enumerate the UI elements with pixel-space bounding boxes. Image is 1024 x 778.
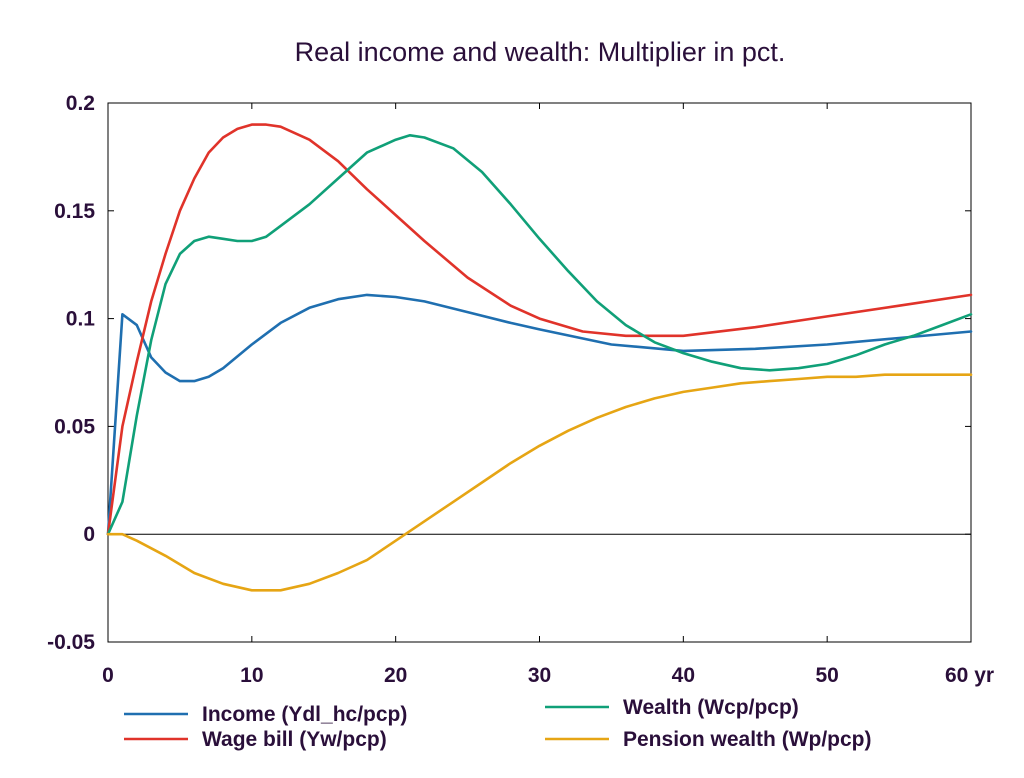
x-tick-label: 20 (384, 664, 407, 687)
series-line-4 (106, 373, 973, 592)
y-tick-label: 0.1 (66, 308, 96, 331)
legend-label: Income (Ydl_hc/pcp) (202, 703, 407, 726)
y-tick-label: 0.2 (66, 92, 95, 115)
x-tick-label: 0 (102, 664, 114, 687)
x-tick-label: 10 (240, 664, 263, 687)
legend-label: Pension wealth (Wp/pcp) (623, 728, 872, 751)
series-line-3 (106, 134, 973, 536)
x-tick-label: 40 (672, 664, 695, 687)
y-tick-label: 0 (83, 523, 95, 546)
axes: -0.05 0 0.05 0.1 0.15 0.2 0 10 20 30 40 50 60 yr (47, 92, 994, 687)
series-line-1 (106, 293, 973, 536)
chart-title: Real income and wealth: Multiplier in pc… (295, 37, 786, 67)
x-tick-label: 50 (815, 664, 838, 687)
legend-label: Wealth (Wcp/pcp) (623, 696, 799, 719)
x-tick-label: 60 yr (945, 664, 994, 687)
series-lines (106, 123, 973, 592)
series-line-2 (106, 123, 973, 536)
plot-frame (107, 102, 972, 643)
y-tick-label: -0.05 (47, 631, 95, 654)
y-tick-label: 0.15 (54, 200, 95, 223)
y-tick-label: 0.05 (54, 415, 95, 438)
legend-label: Wage bill (Yw/pcp) (202, 728, 387, 751)
x-tick-label: 30 (528, 664, 551, 687)
legend: Income (Ydl_hc/pcp)Wage bill (Yw/pcp) Wea… (124, 696, 872, 751)
